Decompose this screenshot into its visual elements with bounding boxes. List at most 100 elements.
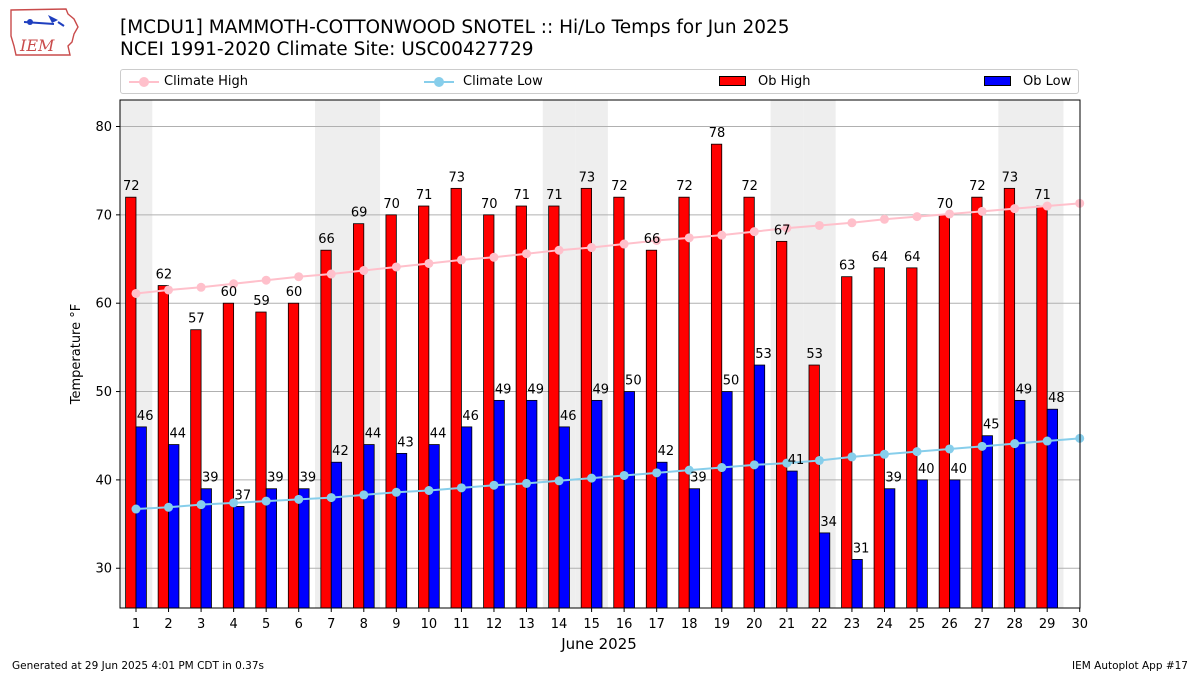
y-tick-label-80: 80 — [95, 120, 112, 135]
climate-high-point-day-28 — [1010, 204, 1020, 214]
ob-low-bar-day-26 — [949, 479, 961, 609]
ob-low-label-day-26: 40 — [950, 462, 967, 477]
x-tick-label-8: 8 — [360, 617, 368, 632]
climate-high-point-day-22 — [814, 220, 824, 230]
legend-label-climate-low: Climate Low — [463, 74, 543, 89]
ob-low-label-day-29: 48 — [1048, 391, 1065, 406]
ob-low-label-day-17: 42 — [658, 444, 675, 459]
chart-title: [MCDU1] MAMMOTH-COTTONWOOD SNOTEL :: Hi/… — [120, 17, 790, 61]
climate-low-point-day-3 — [196, 500, 206, 510]
y-tick-label-50: 50 — [95, 385, 112, 400]
x-tick-label-20: 20 — [746, 617, 763, 632]
climate-low-point-day-12 — [489, 480, 499, 490]
ob-high-label-day-17: 66 — [644, 232, 661, 247]
ob-low-bar-day-23 — [851, 559, 863, 609]
ob-low-label-day-14: 46 — [560, 409, 577, 424]
legend-swatch-ob-low — [984, 76, 1011, 86]
y-axis-label: Temperature °F — [69, 304, 84, 405]
ob-high-label-day-18: 72 — [676, 179, 693, 194]
ob-low-bar-day-5 — [265, 488, 277, 609]
ob-high-bar-day-22 — [808, 364, 820, 609]
climate-low-point-day-21 — [782, 458, 792, 468]
ob-high-bar-day-7 — [320, 249, 332, 609]
ob-low-label-day-21: 41 — [788, 453, 805, 468]
legend: Climate High Climate Low Ob High Ob Low — [120, 69, 1079, 94]
ob-high-label-day-16: 72 — [611, 179, 628, 194]
ob-low-bar-day-11 — [461, 426, 473, 609]
ob-high-label-day-19: 78 — [709, 126, 726, 141]
climate-low-point-day-9 — [391, 487, 401, 497]
ob-low-label-day-27: 45 — [983, 418, 1000, 433]
ob-low-label-day-4: 37 — [235, 488, 252, 503]
ob-low-label-day-24: 39 — [885, 471, 902, 486]
ob-high-label-day-20: 72 — [741, 179, 758, 194]
ob-low-label-day-6: 39 — [300, 471, 317, 486]
climate-high-point-day-10 — [424, 258, 434, 268]
plot-frame — [119, 99, 1081, 609]
ob-low-label-day-9: 43 — [397, 435, 414, 450]
climate-high-point-day-20 — [749, 227, 759, 237]
x-tick-label-27: 27 — [974, 617, 991, 632]
x-tick-label-26: 26 — [941, 617, 958, 632]
ob-high-label-day-21: 67 — [774, 223, 791, 238]
ob-low-label-day-23: 31 — [853, 541, 870, 556]
ob-high-label-day-6: 60 — [286, 285, 303, 300]
climate-low-point-day-4 — [229, 498, 239, 508]
ob-low-bar-day-2 — [168, 444, 180, 609]
ob-high-label-day-4: 60 — [221, 285, 238, 300]
x-tick-label-9: 9 — [392, 617, 400, 632]
ob-high-bar-day-27 — [971, 196, 983, 609]
ob-high-label-day-2: 62 — [156, 268, 173, 283]
ob-low-bar-day-18 — [688, 488, 701, 609]
x-tick-label-11: 11 — [453, 617, 470, 632]
ob-high-bar-day-11 — [450, 187, 462, 609]
climate-high-point-day-29 — [1042, 201, 1052, 211]
ob-low-bar-day-1 — [135, 426, 147, 609]
logo-text: IEM — [20, 36, 55, 55]
y-tick-label-30: 30 — [95, 562, 112, 577]
climate-low-point-day-23 — [847, 452, 857, 462]
iem-logo: IEM — [8, 6, 82, 58]
x-tick-label-2: 2 — [164, 617, 172, 632]
climate-high-point-day-11 — [456, 255, 466, 265]
climate-lines — [131, 198, 1085, 514]
ob-low-bar-day-17 — [656, 461, 668, 609]
climate-low-point-day-7 — [326, 493, 336, 503]
ob-high-bar-day-13 — [515, 205, 527, 609]
climate-low-point-day-22 — [814, 455, 824, 465]
ob-low-bar-day-28 — [1014, 399, 1026, 609]
climate-high-point-day-14 — [554, 245, 564, 255]
climate-high-point-day-19 — [717, 230, 727, 240]
ob-low-bar-day-4 — [233, 505, 245, 609]
legend-marker-climate-low — [434, 77, 444, 87]
y-tick-label-70: 70 — [95, 208, 112, 223]
ob-low-bar-day-7 — [330, 461, 343, 609]
x-tick-label-7: 7 — [327, 617, 335, 632]
ob-low-label-day-2: 44 — [169, 427, 186, 442]
ob-high-bar-day-21 — [776, 240, 788, 609]
ob-high-label-day-28: 73 — [1002, 170, 1019, 185]
x-tick-label-13: 13 — [518, 617, 535, 632]
ob-high-label-day-24: 64 — [872, 250, 889, 265]
ob-low-bar-day-8 — [363, 444, 375, 609]
ob-low-label-day-19: 50 — [723, 374, 740, 389]
ob-high-label-day-25: 64 — [904, 250, 921, 265]
ob-low-label-day-7: 42 — [332, 444, 349, 459]
x-tick-label-19: 19 — [713, 617, 730, 632]
climate-high-point-day-1 — [131, 288, 141, 298]
ob-low-bar-day-10 — [428, 444, 440, 609]
ob-low-bar-day-27 — [981, 435, 993, 609]
ob-high-label-day-8: 69 — [351, 206, 368, 221]
ob-low-bar-day-20 — [753, 364, 766, 609]
x-tick-label-14: 14 — [551, 617, 568, 632]
ob-low-label-day-16: 50 — [625, 374, 642, 389]
ob-high-label-day-27: 72 — [969, 179, 986, 194]
climate-low-point-day-5 — [261, 496, 271, 506]
legend-label-climate-high: Climate High — [164, 74, 249, 89]
climate-low-point-day-11 — [456, 483, 466, 493]
ob-high-bar-day-4 — [222, 302, 235, 609]
climate-low-point-day-24 — [879, 449, 889, 459]
climate-high-point-day-13 — [522, 249, 532, 259]
x-tick-label-10: 10 — [421, 617, 438, 632]
